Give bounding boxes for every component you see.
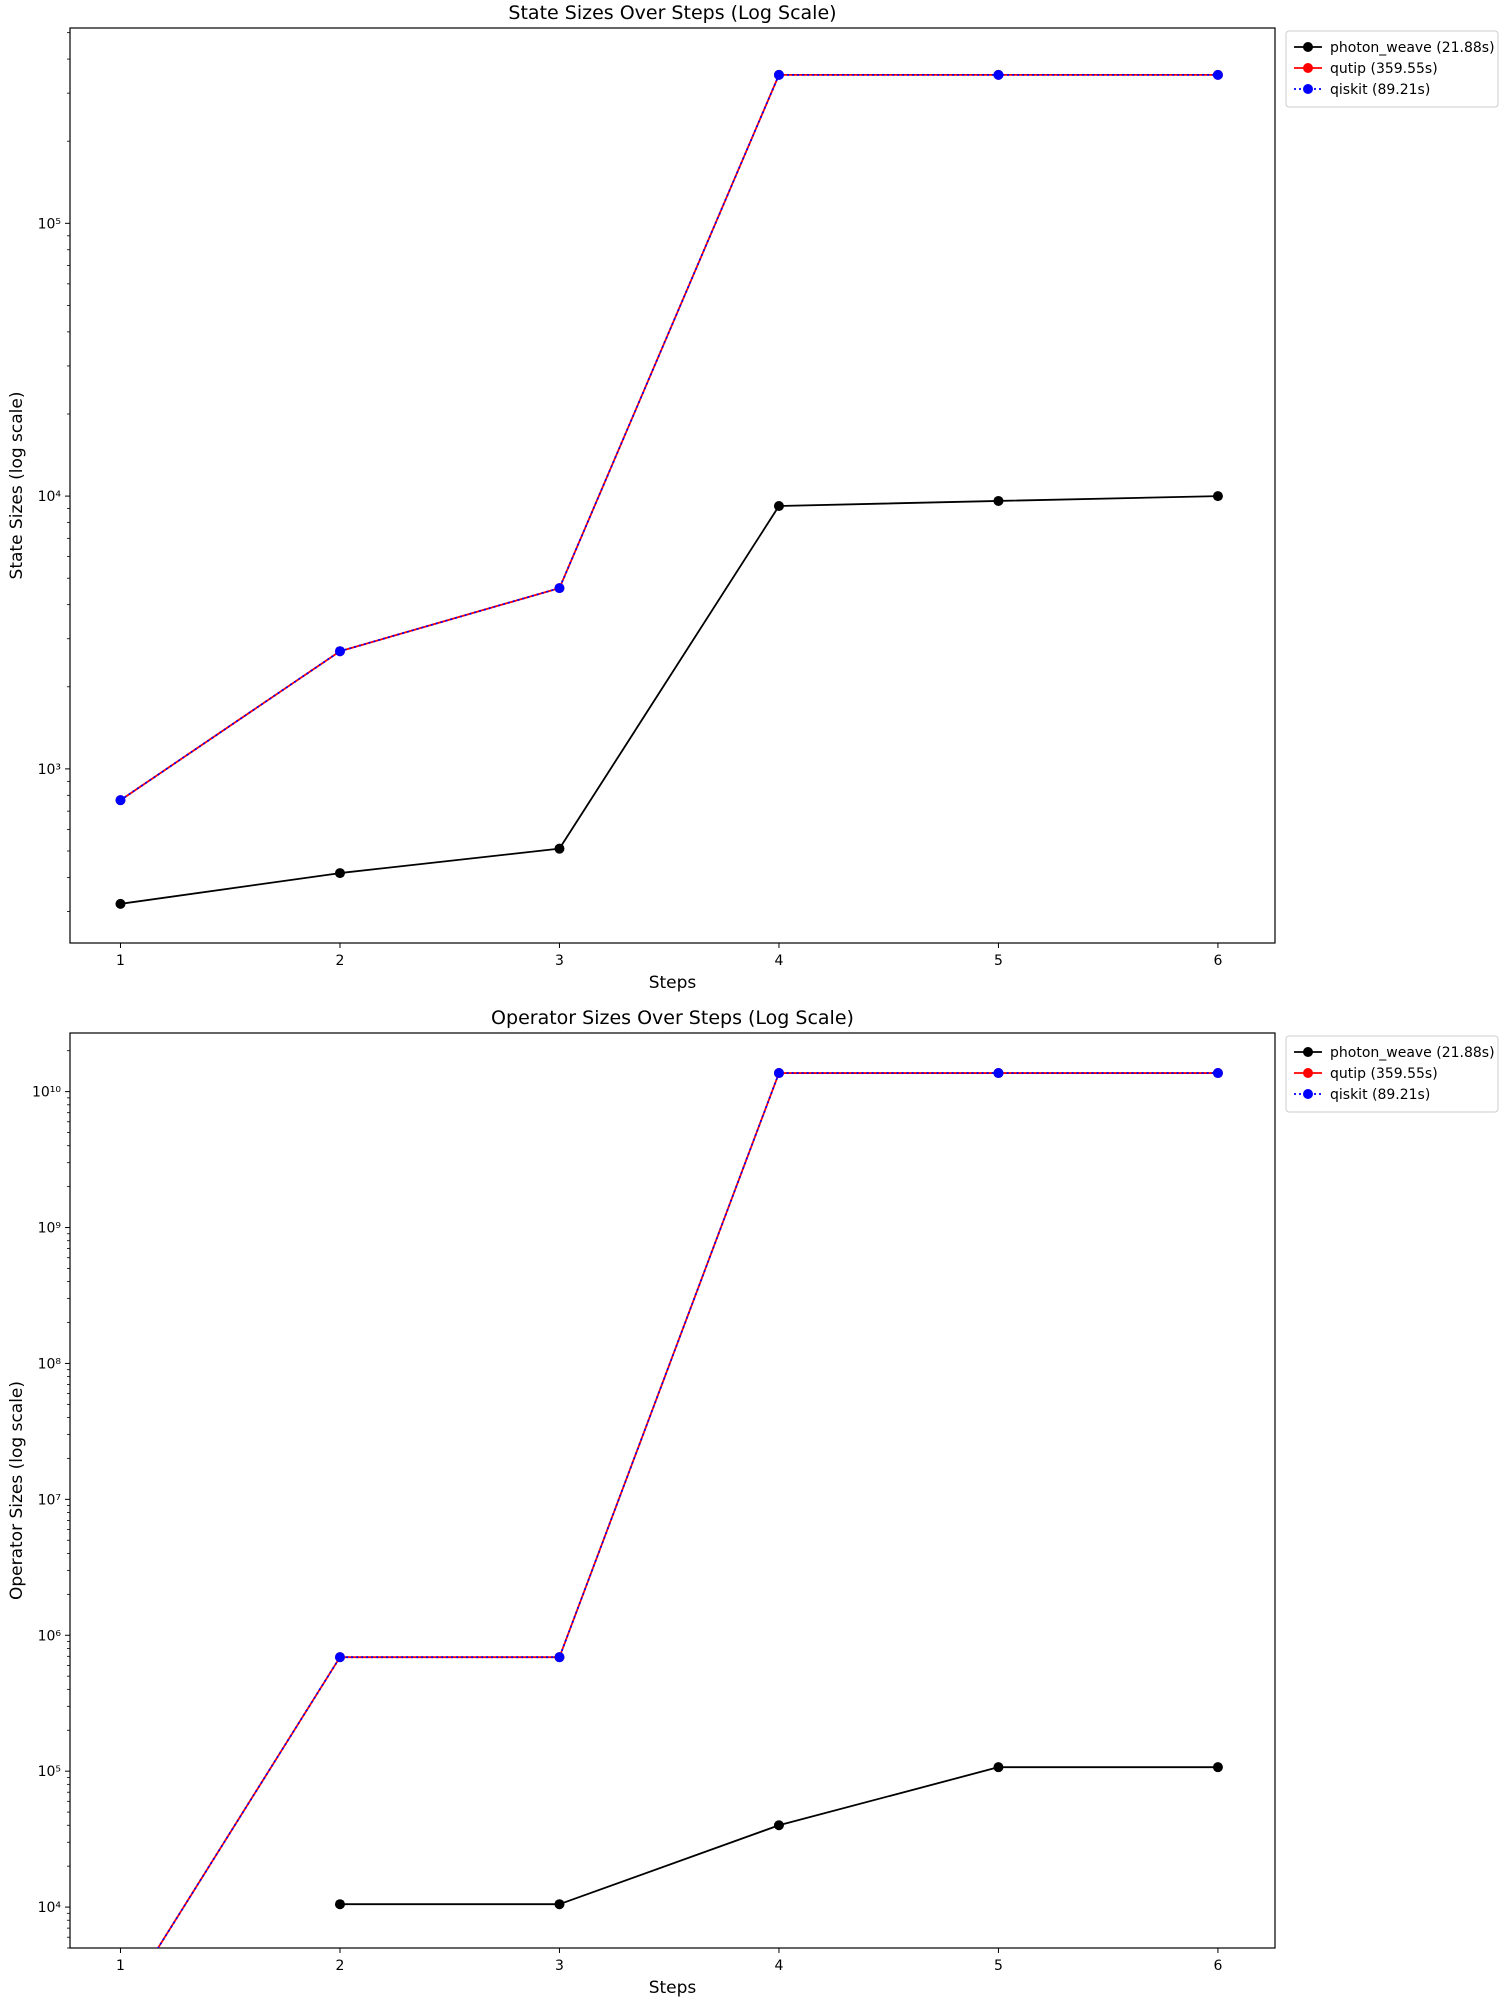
x-tick-label: 6 <box>1213 1958 1222 1974</box>
y-tick-label: 10⁴ <box>38 489 62 505</box>
series-line <box>156 1072 1218 1948</box>
legend-item: qiskit (89.21s) <box>1294 82 1430 98</box>
chart-title: Operator Sizes Over Steps (Log Scale) <box>491 1007 854 1029</box>
series-qutip <box>115 69 1223 806</box>
plot-area <box>156 1068 1223 1948</box>
legend-label: qutip (359.55s) <box>1330 61 1438 77</box>
y-tick-label: 10⁵ <box>38 216 61 232</box>
y-tick-label: 10⁴ <box>38 1900 62 1916</box>
y-tick-label: 10⁵ <box>38 1764 61 1780</box>
series-qiskit <box>156 1068 1223 1948</box>
legend-label: photon_weave (21.88s) <box>1330 1045 1495 1061</box>
x-tick-label: 4 <box>774 953 783 969</box>
series-photon_weave <box>334 1762 1223 1910</box>
series-line <box>339 1766 1218 1906</box>
data-point <box>334 868 345 879</box>
data-point <box>993 69 1004 80</box>
data-point <box>773 1820 784 1831</box>
plot-frame <box>69 1032 1276 1949</box>
legend-label: photon_weave (21.88s) <box>1330 40 1495 56</box>
x-axis-ticks: 1 2 3 4 5 6 <box>116 1948 1222 1974</box>
legend-item: qutip (359.55s) <box>1294 61 1438 77</box>
data-point <box>334 646 345 657</box>
data-point <box>554 1899 565 1910</box>
legend-marker <box>1303 42 1313 52</box>
legend-label: qiskit (89.21s) <box>1330 82 1430 98</box>
data-point <box>1212 69 1223 80</box>
x-tick-label: 1 <box>116 953 125 969</box>
data-point <box>334 1652 345 1663</box>
legend-marker <box>1303 1089 1313 1099</box>
series-line <box>156 1072 1218 1948</box>
data-point <box>773 1068 784 1079</box>
data-point <box>115 898 126 909</box>
x-tick-label: 1 <box>116 1958 125 1974</box>
legend-label: qutip (359.55s) <box>1330 1066 1438 1082</box>
plot-frame <box>69 27 1276 944</box>
legend-marker <box>1303 63 1313 73</box>
series-qiskit <box>115 69 1223 806</box>
data-point <box>554 583 565 594</box>
data-point <box>554 843 565 854</box>
y-tick-label: 10⁷ <box>38 1492 61 1508</box>
data-point <box>773 69 784 80</box>
legend-label: qiskit (89.21s) <box>1330 1087 1430 1103</box>
series-line <box>119 74 1218 801</box>
legend-item: qutip (359.55s) <box>1294 1066 1438 1082</box>
legend-box <box>1285 30 1499 108</box>
x-tick-label: 3 <box>555 1958 564 1974</box>
x-tick-label: 6 <box>1213 953 1222 969</box>
chart-1: State Sizes Over Steps (Log Scale) 1 2 3 4 5 6… <box>7 2 1499 993</box>
legend-box <box>1285 1035 1499 1113</box>
x-tick-label: 5 <box>994 1958 1003 1974</box>
data-point <box>1212 1068 1223 1079</box>
y-tick-label: 10⁶ <box>38 1628 62 1644</box>
data-point <box>993 1762 1004 1773</box>
x-tick-label: 5 <box>994 953 1003 969</box>
y-axis-label: State Sizes (log scale) <box>7 392 27 580</box>
chart-title: State Sizes Over Steps (Log Scale) <box>508 2 836 24</box>
y-tick-label: 10³ <box>38 762 61 778</box>
legend-marker <box>1303 84 1313 94</box>
y-axis-minor-ticks <box>67 32 70 912</box>
x-tick-label: 2 <box>336 1958 345 1974</box>
y-tick-label: 10⁸ <box>38 1356 62 1372</box>
x-tick-label: 3 <box>555 953 564 969</box>
data-point <box>1212 491 1223 502</box>
legend-item: photon_weave (21.88s) <box>1294 1045 1495 1061</box>
legend-item: photon_weave (21.88s) <box>1294 40 1495 56</box>
y-axis-label: Operator Sizes (log scale) <box>7 1381 27 1600</box>
data-point <box>334 1899 345 1910</box>
series-line <box>119 74 1218 801</box>
legend: photon_weave (21.88s) qutip (359.55s) qisk… <box>1285 30 1499 108</box>
chart-2: Operator Sizes Over Steps (Log Scale) 1 2 3… <box>7 1007 1499 1998</box>
legend-item: qiskit (89.21s) <box>1294 1087 1430 1103</box>
series-photon_weave <box>115 491 1223 909</box>
y-axis-minor-ticks <box>67 1050 70 1949</box>
series-qutip <box>156 1068 1223 1948</box>
series-line <box>120 495 1218 905</box>
y-axis-ticks: 10³ 10⁴ 10⁵ <box>38 216 70 778</box>
legend-marker <box>1303 1047 1313 1057</box>
data-point <box>993 495 1004 506</box>
x-axis-label: Steps <box>649 1978 697 1998</box>
data-point <box>773 500 784 511</box>
data-point <box>1212 1762 1223 1773</box>
data-point <box>554 1652 565 1663</box>
data-point <box>993 1068 1004 1079</box>
data-point <box>115 795 126 806</box>
x-axis-label: Steps <box>649 973 697 993</box>
x-tick-label: 4 <box>774 1958 783 1974</box>
y-tick-label: 10¹⁰ <box>32 1085 61 1101</box>
plot-area <box>115 69 1223 909</box>
x-tick-label: 2 <box>336 953 345 969</box>
x-axis-ticks: 1 2 3 4 5 6 <box>116 943 1222 969</box>
legend-marker <box>1303 1068 1313 1078</box>
legend: photon_weave (21.88s) qutip (359.55s) qisk… <box>1285 1035 1499 1113</box>
y-tick-label: 10⁹ <box>38 1221 62 1237</box>
y-axis-ticks: 10⁴ 10⁵ 10⁶ 10⁷ 10⁸ 10⁹ 10¹⁰ <box>32 1085 70 1916</box>
